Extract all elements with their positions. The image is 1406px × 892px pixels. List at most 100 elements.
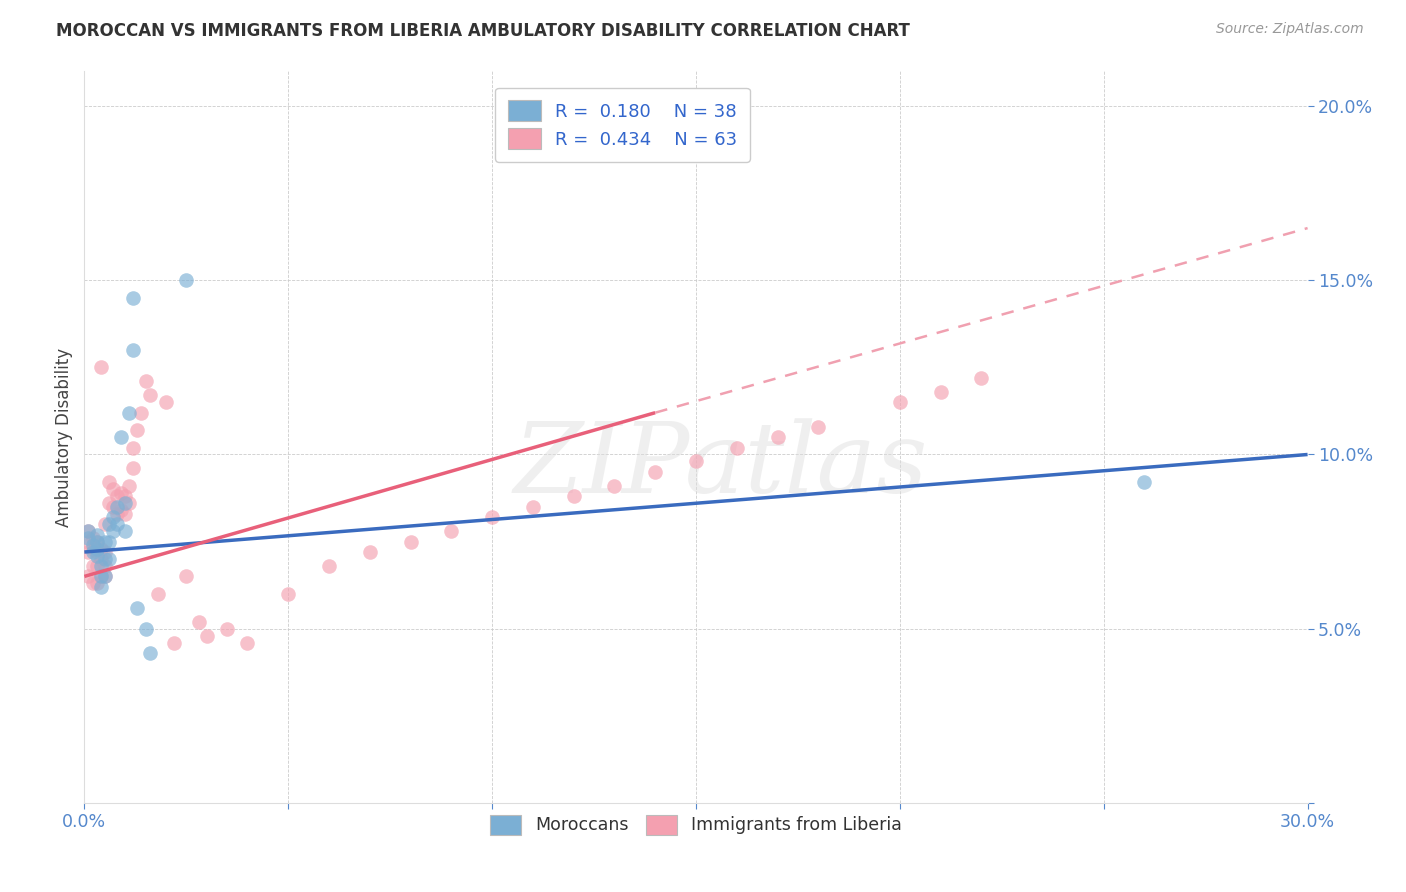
Point (77, 524, 100, 538)
Point (97, 552, 120, 566)
Point (114, 489, 136, 503)
Point (110, 485, 132, 500)
Point (187, 615, 209, 629)
Point (86, 576, 108, 591)
Point (163, 635, 186, 649)
Point (118, 406, 141, 420)
Text: Source: ZipAtlas.com: Source: ZipAtlas.com (1216, 22, 1364, 37)
Point (82, 545, 104, 559)
Point (889, 395, 911, 409)
Point (97, 475, 120, 490)
Point (138, 646, 160, 660)
Y-axis label: Ambulatory Disability: Ambulatory Disability (55, 348, 73, 526)
Point (86, 534, 108, 549)
Point (118, 496, 141, 510)
Point (77, 531, 100, 545)
Point (86, 558, 108, 573)
Point (562, 489, 585, 503)
Point (86, 549, 108, 563)
Point (90, 360, 112, 375)
Point (122, 343, 145, 357)
Point (122, 291, 145, 305)
Point (110, 430, 132, 444)
Point (174, 273, 197, 287)
Point (277, 587, 299, 601)
Point (86, 545, 108, 559)
Point (105, 517, 128, 532)
Point (1133, 475, 1156, 490)
Point (127, 600, 149, 615)
Point (86, 534, 108, 549)
Point (359, 545, 381, 559)
Point (807, 419, 830, 434)
Point (93, 534, 115, 549)
Point (82, 541, 104, 556)
Point (685, 454, 707, 468)
Point (82, 538, 104, 552)
Point (114, 524, 136, 538)
Point (77, 569, 100, 583)
Point (90, 558, 112, 573)
Point (155, 395, 177, 409)
Point (101, 510, 124, 524)
Point (93, 558, 115, 573)
Point (90, 541, 112, 556)
Point (766, 430, 789, 444)
Point (644, 465, 666, 479)
Point (603, 479, 626, 493)
Point (114, 507, 136, 521)
Point (90, 569, 112, 583)
Point (90, 552, 112, 566)
Point (93, 517, 115, 532)
Point (101, 500, 124, 514)
Point (440, 524, 463, 538)
Point (929, 384, 952, 399)
Point (131, 406, 153, 420)
Point (97, 534, 120, 549)
Point (318, 558, 340, 573)
Point (399, 534, 422, 549)
Point (93, 545, 115, 559)
Point (105, 489, 128, 503)
Point (522, 500, 544, 514)
Point (93, 552, 115, 566)
Point (86, 541, 108, 556)
Point (77, 524, 100, 538)
Point (97, 517, 120, 532)
Point (93, 569, 115, 583)
Point (236, 635, 259, 649)
Point (970, 371, 993, 385)
Point (105, 507, 128, 521)
Point (135, 622, 157, 636)
Point (82, 576, 104, 591)
Point (481, 510, 503, 524)
Point (93, 569, 115, 583)
Point (146, 587, 169, 601)
Point (90, 580, 112, 594)
Point (122, 461, 145, 475)
Point (86, 527, 108, 541)
Point (217, 622, 239, 636)
Point (174, 569, 197, 583)
Point (138, 388, 160, 402)
Point (101, 524, 124, 538)
Point (101, 483, 124, 497)
Point (82, 531, 104, 545)
Point (77, 545, 100, 559)
Point (82, 558, 104, 573)
Point (105, 500, 128, 514)
Point (97, 496, 120, 510)
Point (77, 534, 100, 549)
Point (114, 496, 136, 510)
Point (725, 441, 748, 455)
Point (118, 479, 141, 493)
Point (127, 423, 149, 437)
Point (90, 569, 112, 583)
Text: MOROCCAN VS IMMIGRANTS FROM LIBERIA AMBULATORY DISABILITY CORRELATION CHART: MOROCCAN VS IMMIGRANTS FROM LIBERIA AMBU… (56, 22, 910, 40)
Point (110, 503, 132, 517)
Text: ZIPatlas: ZIPatlas (513, 418, 928, 514)
Legend: Moroccans, Immigrants from Liberia: Moroccans, Immigrants from Liberia (484, 808, 908, 842)
Point (135, 375, 157, 389)
Point (122, 441, 145, 455)
Point (195, 629, 218, 643)
